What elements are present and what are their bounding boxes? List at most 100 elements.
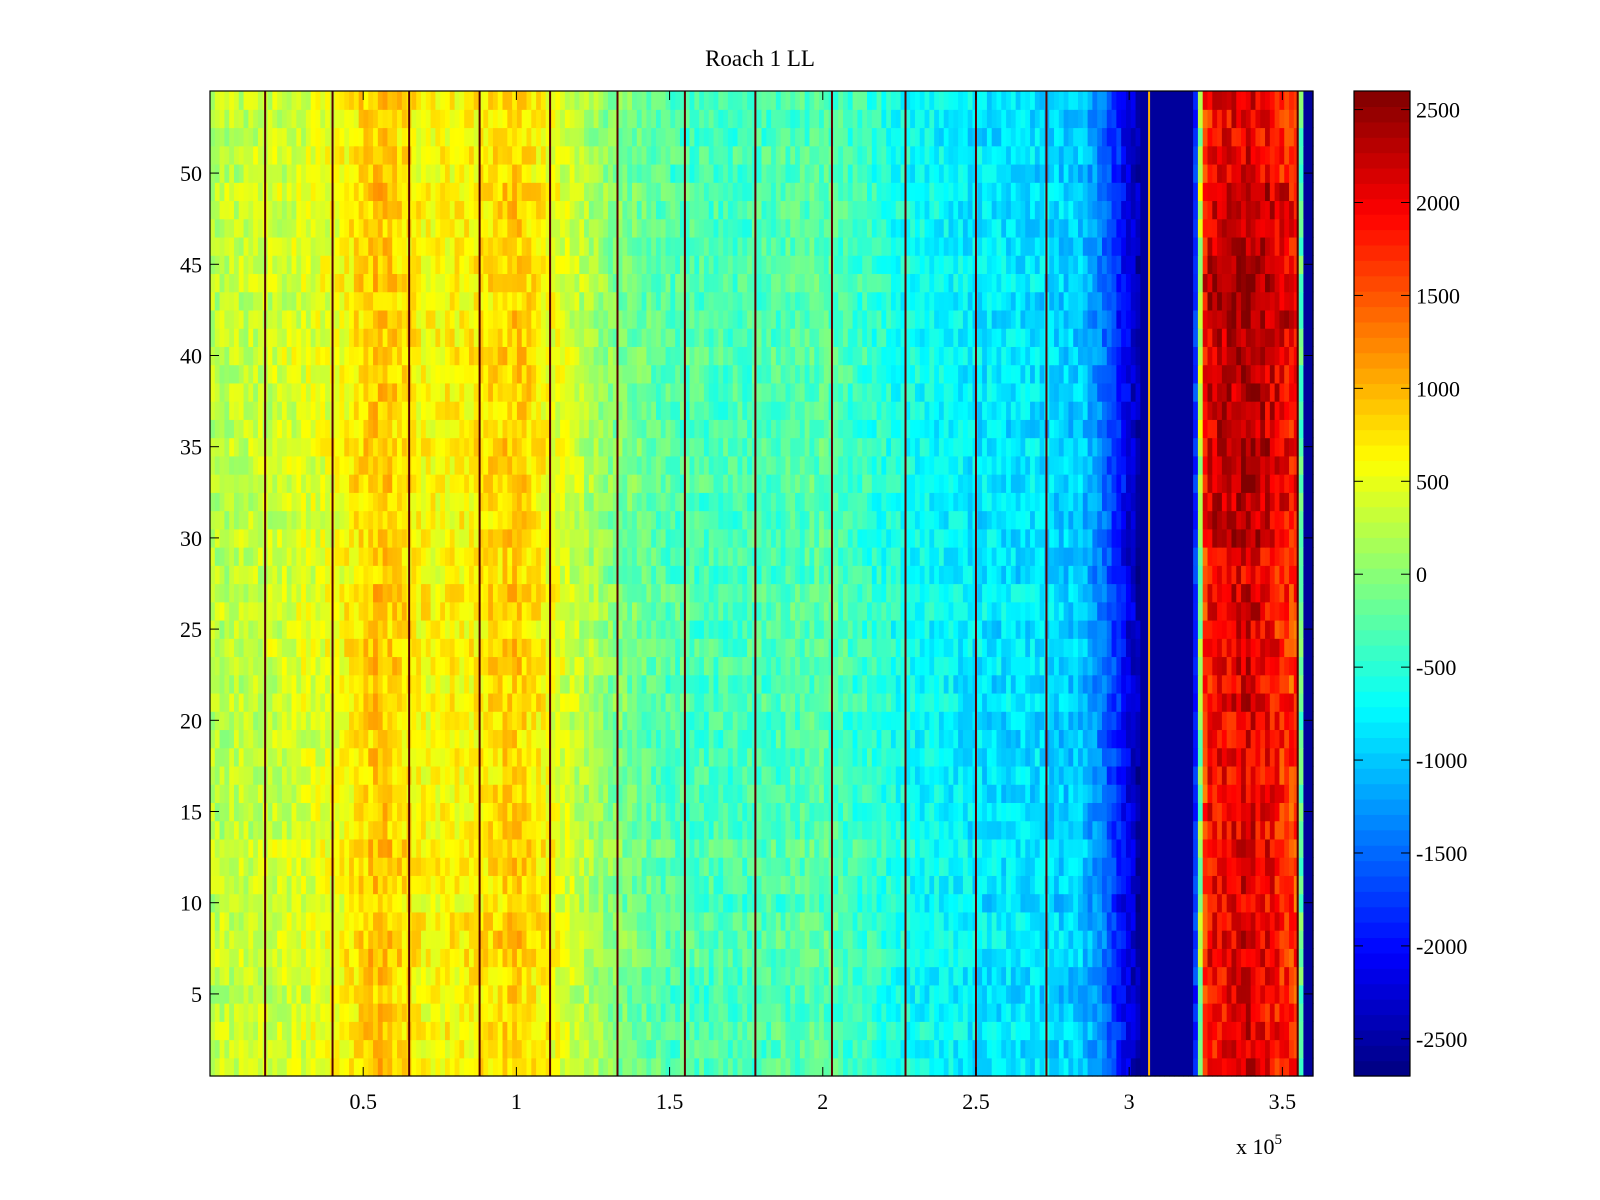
heatmap-cell [1250,1057,1257,1077]
heatmap-cell [214,1021,221,1041]
heatmap-cell [737,911,743,931]
heatmap-cell [454,802,460,822]
heatmap-cell [1250,747,1257,767]
heatmap-cell [986,984,993,1004]
heatmap-cell [1001,820,1007,840]
heatmap-cell [488,692,494,712]
heatmap-cell [310,1003,317,1022]
heatmap-cell [1125,1003,1132,1022]
heatmap-cell [1255,729,1261,749]
heatmap-cell [809,784,815,803]
heatmap-cell [1125,747,1132,767]
heatmap-cell [272,838,278,858]
heatmap-cell [1034,893,1041,913]
heatmap-cell [1116,784,1122,803]
heatmap-cell [430,984,436,1004]
heatmap-cell [569,820,576,840]
heatmap-cell [656,984,662,1004]
heatmap-cell [1145,1057,1151,1077]
heatmap-cell [478,948,484,968]
heatmap-cell [1164,893,1170,913]
heatmap-cell [411,930,417,949]
heatmap-cell [281,692,288,712]
heatmap-cell [660,857,667,876]
heatmap-cell [334,711,341,731]
heatmap-cell [1034,765,1041,785]
heatmap-cell [627,820,633,840]
heatmap-cell [233,1003,240,1022]
heatmap-cell [814,857,820,876]
heatmap-cell [651,1003,657,1022]
heatmap-cell [871,747,878,767]
heatmap-cell [847,729,854,749]
heatmap-cell [320,674,326,694]
heatmap-cell [1279,893,1285,913]
heatmap-cell [996,802,1002,822]
heatmap-cell [1173,966,1180,986]
heatmap-cell [492,765,499,785]
heatmap-cell [1034,838,1041,858]
heatmap-cell [962,1021,969,1041]
heatmap-cell [516,747,523,767]
heatmap-cell [632,784,638,803]
heatmap-cell [612,930,619,949]
heatmap-cell [363,984,369,1004]
heatmap-cell [1236,911,1242,931]
heatmap-cell [1020,875,1026,895]
heatmap-cell [507,1021,513,1041]
heatmap-cell [962,765,969,785]
heatmap-cell [914,857,921,876]
heatmap-cell [660,711,667,731]
heatmap-cell [1245,1057,1252,1077]
heatmap-cell [838,966,844,986]
heatmap-cell [1140,930,1146,949]
heatmap-cell [703,820,710,840]
heatmap-cell [732,784,739,803]
heatmap-cell [291,984,297,1004]
heatmap-cell [526,802,532,822]
heatmap-cell [1001,674,1007,694]
heatmap-cell [272,729,278,749]
heatmap-cell [1111,948,1117,968]
heatmap-cell [617,1039,624,1059]
heatmap-cell [478,930,484,949]
heatmap-cell [766,948,772,968]
heatmap-cell [512,838,518,858]
heatmap-cell [257,747,264,767]
heatmap-cell [444,911,451,931]
heatmap-cell [1020,729,1026,749]
heatmap-cell [1197,857,1204,876]
heatmap-cell [1030,838,1036,858]
heatmap-cell [608,765,614,785]
heatmap-cell [694,729,700,749]
heatmap-cell [387,875,393,895]
heatmap-cell [473,729,480,749]
heatmap-cell [919,674,926,694]
heatmap-cell [1212,820,1218,840]
heatmap-cell [545,802,552,822]
heatmap-cell [1097,1057,1103,1077]
heatmap-cell [305,930,312,949]
heatmap-cell [310,747,317,767]
heatmap-cell [584,1021,590,1041]
heatmap-cell [1116,1021,1122,1041]
heatmap-cell [1241,692,1247,712]
heatmap-cell [425,711,432,731]
heatmap-cell [257,1057,264,1077]
heatmap-cell [679,1021,686,1041]
heatmap-cell [468,838,475,858]
heatmap-cell [1034,802,1041,822]
heatmap-cell [1010,747,1017,767]
heatmap-cell [281,930,288,949]
heatmap-cell [622,802,628,822]
heatmap-cell [670,1003,676,1022]
heatmap-cell [1169,857,1175,876]
heatmap-cell [651,729,657,749]
heatmap-cell [1116,729,1122,749]
heatmap-cell [1303,948,1309,968]
heatmap-cell [617,984,624,1004]
heatmap-cell [1034,1057,1041,1077]
heatmap-cell [233,802,240,822]
heatmap-cell [910,966,916,986]
heatmap-cell [497,966,504,986]
